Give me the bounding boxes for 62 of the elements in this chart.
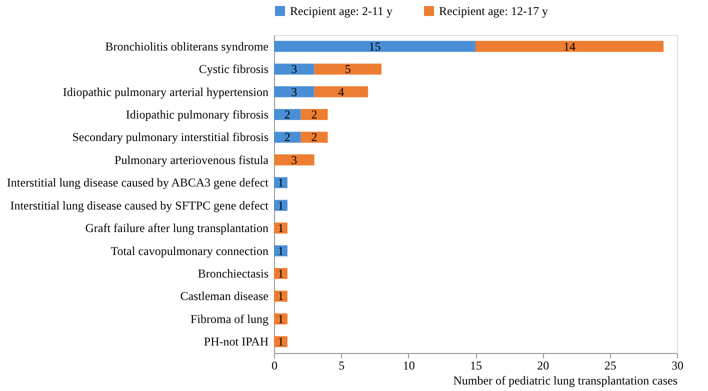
bar (274, 177, 288, 188)
y-tick-label: Bronchiolitis obliterans syndrome (105, 39, 268, 54)
data-label: 3 (291, 84, 298, 99)
bar (274, 336, 288, 348)
data-label: 2 (311, 130, 318, 144)
x-tick-label: 25 (604, 358, 616, 372)
y-tick-label: Pulmonary arteriovenous fistula (114, 152, 270, 167)
data-label: 1 (278, 334, 284, 349)
legend-label: Recipient age: 2-11 y (290, 4, 393, 18)
bar (274, 109, 301, 120)
y-tick-label: Idiopathic pulmonary arterial hypertension (62, 84, 268, 99)
bar (274, 64, 314, 75)
y-tick-label: Fibroma of lung (190, 312, 268, 326)
bar (274, 132, 301, 143)
y-tick-label: Graft failure after lung transplantation (85, 221, 268, 236)
bar (314, 64, 382, 75)
bar (274, 268, 288, 279)
data-label: 1 (278, 176, 284, 190)
x-tick-label: 5 (338, 358, 345, 372)
y-tick-label: Castleman disease (180, 289, 268, 304)
bar (274, 222, 288, 234)
data-label: 3 (291, 152, 298, 167)
bar (274, 200, 288, 211)
bar (314, 86, 368, 98)
data-label: 3 (291, 62, 298, 76)
x-tick-label: 30 (672, 358, 684, 372)
bar (274, 290, 288, 302)
data-label: 2 (311, 108, 318, 122)
bar (300, 132, 328, 143)
data-label: 1 (278, 312, 284, 326)
data-label: 1 (278, 266, 284, 280)
y-tick-label: Bronchiectasis (198, 266, 269, 280)
y-tick-label: Cystic fibrosis (198, 62, 269, 76)
data-label: 1 (278, 244, 284, 258)
x-axis-title: Number of pediatric lung transplantation cases (453, 374, 678, 388)
data-label: 15 (368, 39, 381, 54)
data-label: 1 (278, 198, 284, 212)
bar (274, 154, 314, 166)
data-label: 1 (278, 221, 284, 236)
y-tick-label: PH-not IPAH (204, 334, 269, 349)
bar (300, 109, 328, 120)
data-label: 2 (284, 130, 290, 144)
bar (476, 40, 664, 52)
data-label: 1 (278, 289, 284, 304)
bar (274, 40, 476, 52)
bar (274, 86, 314, 98)
x-tick-label: 20 (537, 358, 550, 372)
bar (274, 245, 288, 256)
x-tick-label: 0 (272, 358, 278, 372)
data-label: 4 (338, 84, 344, 99)
x-tick-label: 15 (470, 358, 482, 372)
y-tick-label: Interstitial lung disease caused by SFTPC gene defect (10, 198, 270, 212)
data-label: 14 (564, 39, 576, 54)
legend-label: Recipient age: 12-17 y (439, 4, 548, 18)
y-tick-label: Interstitial lung disease caused by ABCA3 gene defect (6, 176, 270, 190)
x-tick-label: 10 (402, 358, 415, 372)
y-tick-label: Secondary pulmonary interstitial fibrosis (72, 130, 269, 144)
bar (274, 313, 288, 324)
y-tick-label: Idiopathic pulmonary fibrosis (126, 108, 269, 122)
data-label: 2 (284, 108, 290, 122)
y-tick-label: Total cavopulmonary connection (110, 244, 268, 258)
data-label: 5 (344, 62, 351, 76)
